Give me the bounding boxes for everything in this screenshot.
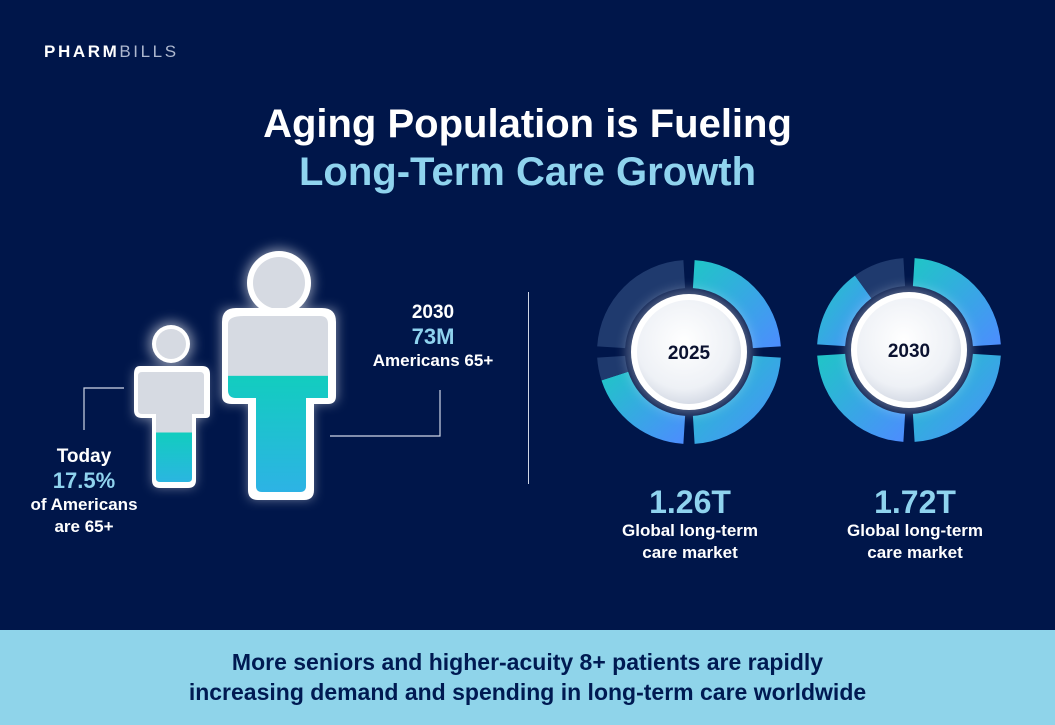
brand-logo: PHARMBILLS [44,42,179,62]
market-2030-center: 2030 [847,288,971,412]
infographic-graphics: 2025 2030 [83,249,1001,500]
today-stat: Today 17.5% of Americans are 65+ [18,446,150,538]
title-line-2: Long-Term Care Growth [298,150,757,194]
today-sub-2: are 65+ [54,517,114,536]
market-2025-desc-1: Global long-term [622,521,758,540]
donut-filled-segment [692,260,781,349]
market-2025-center: 2025 [627,290,751,414]
donut-empty-segment [597,260,686,349]
market-2030-donut [817,258,1001,442]
person-today-icon [134,322,210,488]
donut-filled-segment [692,355,781,444]
market-2025-year: 2025 [668,343,711,364]
page-title: Aging Population is Fueling Long-Term Ca… [0,100,1055,196]
donut-empty-segment [854,258,906,299]
title-line-1: Aging Population is Fueling [263,102,792,146]
market-2030-stat: 1.72T Global long-term care market [820,484,1010,564]
market-2025-amount: 1.26T [649,484,731,520]
donut-filled-segment [912,258,1001,347]
today-label: Today [56,446,112,467]
future-stat: 2030 73M Americans 65+ [358,302,508,372]
person-2030-icon [222,249,336,500]
market-2030-year: 2030 [888,341,930,362]
market-2025-donut [597,260,781,444]
donut-filled-segment [817,275,872,347]
donut-filled-segment [601,371,686,444]
future-label: 2030 [411,302,455,323]
today-value: 17.5% [52,468,116,493]
logo-part-bills: BILLS [119,42,179,61]
bottom-banner: More seniors and higher-acuity 8+ patien… [0,630,1055,725]
future-connector-line [330,390,441,437]
logo-part-pharm: PHARM [44,42,120,61]
today-sub-1: of Americans [30,495,138,514]
donut-filled-segment [912,353,1001,442]
donut-empty-segment [597,355,629,381]
market-2025-desc-2: care market [642,543,738,562]
future-value: 73M [411,324,455,349]
future-sub: Americans 65+ [372,351,494,370]
banner-line-2: increasing demand and spending in long-t… [188,679,867,705]
market-2030-amount: 1.72T [874,484,956,520]
market-2025-stat: 1.26T Global long-term care market [595,484,785,564]
section-divider [528,292,529,484]
banner-line-1: More seniors and higher-acuity 8+ patien… [231,649,824,675]
donut-filled-segment [817,353,906,442]
future-fill-level [228,375,328,492]
market-2030-desc-2: care market [867,543,963,562]
market-2030-desc-1: Global long-term [847,521,983,540]
today-connector-line [83,387,124,430]
